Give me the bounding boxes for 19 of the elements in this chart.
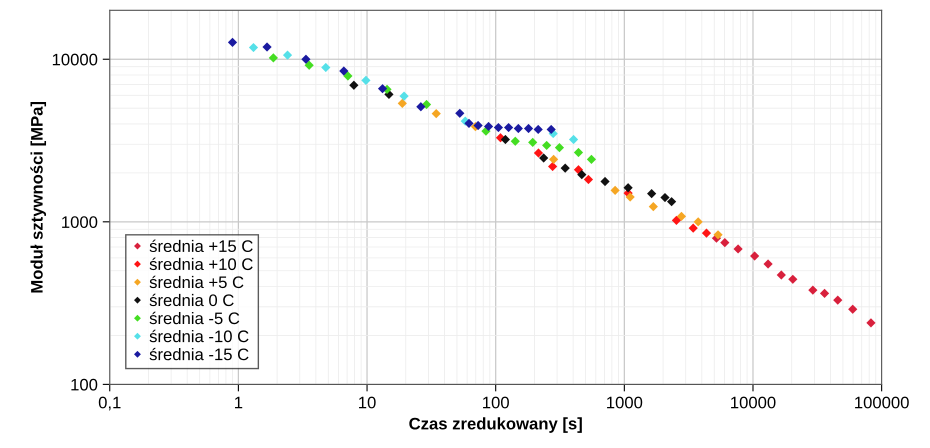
legend-label: średnia -15 C [150,348,249,360]
legend-label: średnia -5 C [150,312,240,324]
x-tick-label: 10 [359,396,376,408]
x-tick-label: 0,1 [98,396,121,410]
x-tick-label: 1 [235,396,242,408]
y-tick-label: 100 [71,378,98,391]
x-tick-label: 1000 [607,396,642,408]
x-axis-title: Czas zredukowany [s] [409,417,582,433]
y-tick-label: 10000 [52,54,98,66]
y-tick-label: 1000 [62,216,98,228]
y-axis-title: Moduł sztywności [MPa] [30,102,46,293]
legend-label: średnia -10 C [150,330,249,342]
legend-label: średnia +10 C [150,258,253,270]
x-tick-label: 10000 [731,396,776,408]
x-tick-label: 100 [483,396,509,408]
x-tick-label: 100000 [855,396,909,408]
legend-label: średnia +15 C [150,240,253,252]
legend-label: średnia +5 C [150,276,244,288]
legend-label: średnia 0 C [150,294,234,306]
